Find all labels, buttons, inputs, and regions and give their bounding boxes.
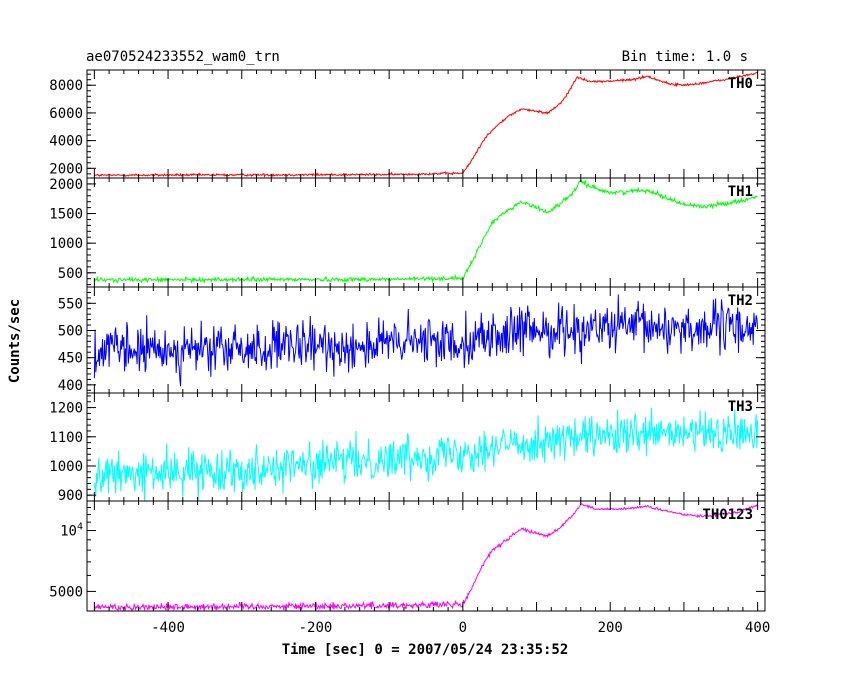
series-line-th2 [93,294,759,387]
y-tick-label: 2000 [49,177,83,193]
series-line-th0123 [93,502,758,611]
panel-frame [86,177,766,288]
panel-th0: 2000 4000 6000 8000 TH0 [49,69,766,179]
y-tick-label: 5000 [49,584,83,600]
x-tick-label: -200 [299,620,333,636]
y-tick-label: 1500 [49,207,83,223]
y-tick-label: 8000 [49,78,83,94]
series-line-th1 [93,178,758,285]
panel-label-th3: TH3 [728,399,753,415]
panel-th1: 500 1000 1500 2000 TH1 [49,177,766,288]
y-axis-title: Counts/sec [7,299,23,383]
x-axis-title: Time [sec] 0 = 2007/05/24 23:35:52 [282,642,569,658]
panel-frame [86,392,766,502]
x-tick-label: 0 [459,620,467,636]
y-tick-label: 4000 [49,134,83,150]
series-line-th0 [94,71,758,178]
bin-time-label: Bin time: 1.0 s [622,49,748,65]
panel-th2: 400 450 500 550 TH2 [58,286,766,394]
x-tick-label: -400 [151,620,185,636]
y-tick-label: 6000 [49,106,83,122]
y-tick-label: 1100 [49,430,83,446]
y-tick-label: 550 [58,296,83,312]
y-tick-label: 400 [58,378,83,394]
panel-th0123: 5000 104 TH0123 [49,500,766,612]
panel-label-th2: TH2 [728,293,753,309]
y-tick-label: 450 [58,351,83,367]
panels-group: 2000 4000 6000 8000 TH0 500 1000 1500 2000 TH1 400… [49,69,766,612]
y-tick-label: 500 [58,323,83,339]
y-tick-label: 1000 [49,459,83,475]
panel-frame [86,500,766,612]
panel-th3: 900 1000 1100 1200 TH3 [49,392,766,504]
x-tick-label: 400 [745,620,770,636]
panel-label-th0123: TH0123 [702,507,753,523]
series-line-th3 [93,407,759,501]
panel-label-th1: TH1 [728,184,753,200]
chart-title: ae070524233552_wam0_trn [86,49,280,65]
panel-label-th0: TH0 [728,76,753,92]
y-tick-label: 104 [60,522,83,540]
y-tick-label: 500 [58,266,83,282]
y-tick-label: 1000 [49,236,83,252]
x-tick-label: 200 [598,620,623,636]
y-tick-label: 900 [58,488,83,504]
panel-frame [86,69,766,179]
y-tick-label: 2000 [49,161,83,177]
x-axis: -400 -200 0 200 400 [151,620,770,636]
y-tick-label: 1200 [49,401,83,417]
